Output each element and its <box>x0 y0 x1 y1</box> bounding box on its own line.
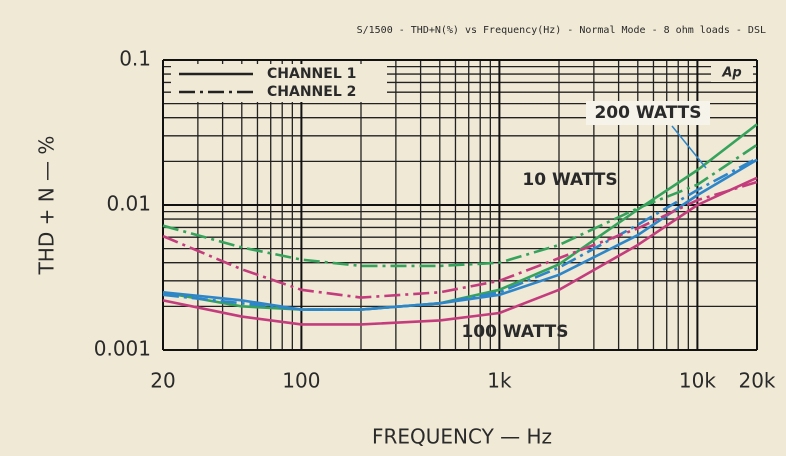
x-tick-label: 20k <box>738 369 775 393</box>
x-axis-title: FREQUENCY — Hz <box>372 425 552 449</box>
series-line <box>162 176 758 326</box>
series-line <box>162 143 758 268</box>
series-line <box>162 157 758 311</box>
header: S/1500 - THD+N(%) vs Frequency(Hz) - Nor… <box>357 25 766 36</box>
y-axis-title: THD + N — % <box>35 136 59 276</box>
series-line <box>162 123 758 311</box>
series-label: 10 WATTS <box>522 170 617 190</box>
x-tick-label: 1k <box>487 369 512 393</box>
x-tick-label: 100 <box>282 369 320 393</box>
series-label: 200 WATTS <box>594 103 701 123</box>
series-line <box>162 180 758 299</box>
logo: Ap <box>721 66 741 81</box>
series-label: 100 WATTS <box>461 322 568 342</box>
label-pointer <box>671 125 707 169</box>
legend-label: CHANNEL 2 <box>267 84 356 100</box>
y-tick-label: 0.01 <box>106 192 151 216</box>
label-box <box>586 101 710 125</box>
y-tick-label: 0.1 <box>119 47 151 71</box>
logo-box <box>711 64 753 82</box>
y-tick-label: 0.001 <box>94 337 151 361</box>
x-tick-label: 20 <box>150 369 175 393</box>
legend-label: CHANNEL 1 <box>267 66 356 82</box>
x-tick-label: 10k <box>679 369 716 393</box>
legend-box <box>171 64 387 102</box>
